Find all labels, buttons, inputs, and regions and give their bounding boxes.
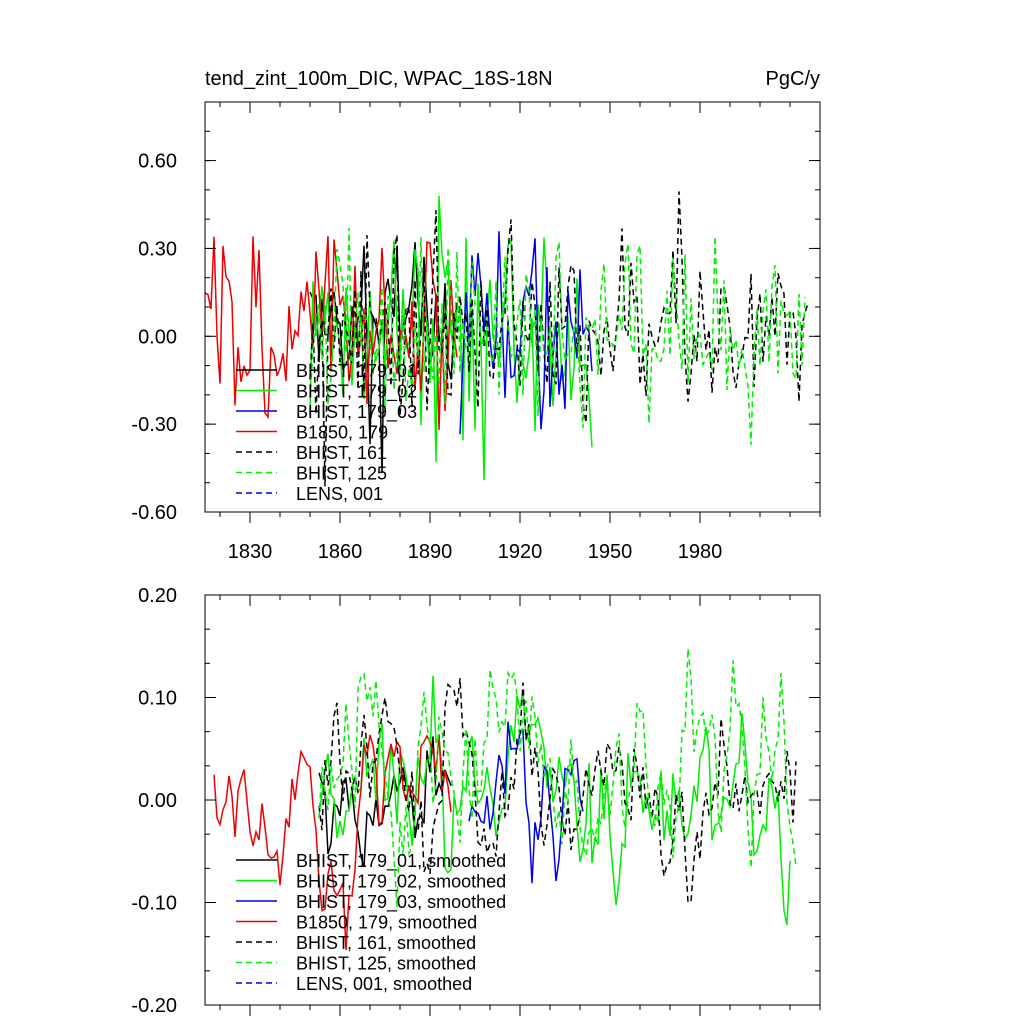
top-x-tick-label-5: 1980 [678,541,723,563]
bottom-series-line-0 [318,736,452,868]
top-legend-label-2: BHIST, 179_03 [296,402,417,423]
top-x-tick-label-1: 1860 [318,541,363,563]
bottom-legend-label-6: LENS, 001, smoothed [296,974,472,994]
top-legend-label-1: BHIST, 179_02 [296,382,417,403]
top-series-layer [204,191,809,487]
bottom-legend-label-2: BHIST, 179_03, smoothed [296,892,506,913]
top-axes: -0.60 -0.30 0.00 0.30 0.60 1830 1860 1890 1920 19… [131,101,821,563]
bottom-series-line-3 [213,734,452,951]
bottom-legend-label-0: BHIST, 179_01, smoothed [296,851,506,872]
bottom-y-tick-label-1: -0.10 [131,893,177,915]
top-x-tick-label-2: 1890 [408,541,453,563]
top-x-tick-label-0: 1830 [228,541,273,563]
bottom-series-line-5 [318,648,797,907]
bottom-legend-label-5: BHIST, 125, smoothed [296,954,476,974]
bottom-series-line-1 [318,675,791,926]
bottom-y-tick-label-2: 0.00 [138,790,177,812]
top-y-tick-label-2: 0.00 [138,326,177,348]
top-y-tick-label-4: 0.60 [138,151,177,173]
bottom-y-tick-label-0: -0.20 [131,995,177,1017]
top-x-tick-label-4: 1950 [588,541,633,563]
bottom-series-layer [213,648,797,951]
bottom-series-line-2 [468,721,584,884]
figure-title: tend_zint_100m_DIC, WPAC_18S-18N [205,68,553,90]
bottom-series-line-4 [318,678,797,904]
bottom-legend-label-1: BHIST, 179_02, smoothed [296,872,506,893]
bottom-y-tick-label-3: 0.10 [138,688,177,710]
top-legend-label-3: B1850, 179 [296,423,388,443]
top-y-tick-label-1: -0.30 [131,414,177,436]
bottom-axes: -0.20 -0.10 0.00 0.10 0.20 [131,585,821,1017]
top-series-line-5 [309,227,806,445]
top-y-tick-label-3: 0.30 [138,238,177,260]
top-legend-label-4: BHIST, 161 [296,443,387,463]
top-y-tick-label-0: -0.60 [131,502,177,524]
top-legend-label-6: LENS, 001 [296,484,383,504]
top-legend-label-0: BHIST, 179_01 [296,361,417,382]
bottom-legend-label-3: B1850, 179, smoothed [296,913,477,933]
bottom-y-tick-label-4: 0.20 [138,585,177,607]
figure-units: PgC/y [766,68,820,90]
top-x-tick-label-3: 1920 [498,541,543,563]
bottom-legend-label-4: BHIST, 161, smoothed [296,933,476,953]
top-legend-label-5: BHIST, 125 [296,464,387,484]
